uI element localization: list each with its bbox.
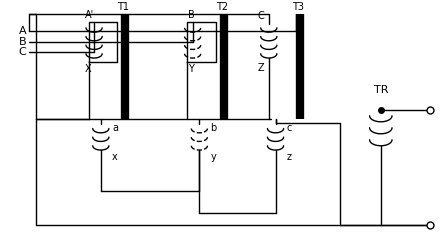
Text: T2: T2 (215, 1, 228, 11)
Text: y: y (211, 152, 216, 163)
Text: z: z (287, 152, 292, 163)
Text: A: A (18, 26, 26, 36)
Text: a: a (112, 123, 118, 133)
Text: C: C (258, 11, 264, 21)
Text: TR: TR (374, 85, 388, 95)
Text: B: B (18, 37, 26, 47)
Text: A': A' (85, 10, 94, 20)
Text: x: x (112, 152, 118, 163)
Text: Y: Y (188, 64, 194, 74)
Text: T1: T1 (117, 1, 129, 11)
Text: B: B (188, 10, 195, 20)
Text: X: X (85, 64, 92, 74)
Text: c: c (287, 123, 292, 133)
Text: T3: T3 (292, 1, 304, 11)
Text: b: b (211, 123, 217, 133)
Text: C: C (18, 47, 26, 57)
Text: Z: Z (258, 63, 264, 73)
